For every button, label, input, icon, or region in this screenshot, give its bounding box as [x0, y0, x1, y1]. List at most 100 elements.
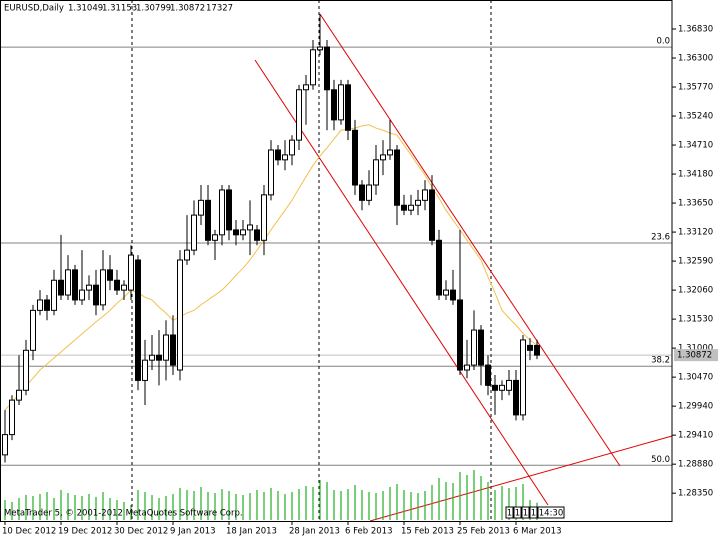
timer-text: 1: [515, 509, 520, 519]
candle-layer: [2, 14, 540, 463]
candle-body: [303, 84, 309, 91]
candle-body: [422, 189, 428, 201]
candle-body: [2, 434, 8, 456]
candle-body: [513, 379, 519, 416]
candle-body: [58, 279, 64, 296]
channel-line: [254, 59, 549, 506]
current-price-label: 1.30872: [677, 351, 712, 361]
candle-body: [534, 344, 540, 356]
header-high: 1.31153: [102, 4, 137, 14]
candle-body: [44, 299, 50, 311]
x-tick-label: 19 Dec 2012: [58, 527, 112, 537]
candle-body: [107, 269, 113, 281]
current-price-box: [674, 349, 718, 362]
candle-body: [226, 189, 232, 231]
candle-body: [9, 399, 15, 436]
candle-body: [247, 224, 253, 231]
candle-body: [366, 184, 372, 201]
y-tick-label: 1.34180: [678, 170, 713, 180]
y-tick-label: 1.34710: [678, 141, 713, 151]
candle-body: [100, 269, 106, 306]
timer-text: 1: [523, 509, 528, 519]
timer-box: [513, 506, 522, 519]
candle-body: [163, 334, 169, 361]
fibo-label: 38.2: [651, 356, 670, 366]
candle-body: [51, 279, 57, 311]
ma-layer: [4, 124, 538, 411]
x-tick-label: 30 Dec 2012: [114, 527, 168, 537]
y-tick-label: 1.28880: [678, 460, 713, 470]
x-tick-label: 9 Jan 2013: [170, 527, 216, 537]
candle-body: [142, 359, 148, 381]
y-tick-label: 1.32060: [678, 286, 713, 296]
candle-body: [184, 249, 190, 261]
candle-body: [23, 349, 29, 391]
candle-body: [310, 49, 316, 86]
candle-body: [177, 259, 183, 371]
candle-body: [415, 199, 421, 206]
channel-line: [319, 13, 621, 467]
y-tick-label: 1.31000: [678, 344, 713, 354]
candle-body: [254, 229, 260, 241]
timer-text: 14:30: [539, 509, 564, 519]
candle-body: [240, 229, 246, 236]
candle-body: [317, 46, 323, 51]
timer-text: 1: [507, 509, 512, 519]
candle-body: [527, 344, 533, 351]
candle-body: [233, 229, 239, 236]
candle-body: [282, 154, 288, 161]
candle-body: [219, 189, 225, 236]
candle-body: [499, 384, 505, 391]
y-tick-label: 1.33120: [678, 228, 713, 238]
time-axis: 10 Dec 2012 19 Dec 2012 30 Dec 2012 9 Jan 2…: [2, 522, 561, 537]
y-tick-label: 1.31530: [678, 315, 713, 325]
candle-body: [268, 149, 274, 196]
price-axis: 1.36830 1.36300 1.35770 1.35240 1.34710 1.341…: [672, 25, 718, 499]
x-tick-label: 25 Feb 2013: [457, 527, 510, 537]
candle-body: [205, 199, 211, 241]
candle-body: [121, 284, 127, 291]
candle-body: [436, 239, 442, 296]
candle-body: [485, 364, 491, 386]
candle-body: [324, 46, 330, 91]
candle-body: [492, 384, 498, 391]
fibo-layer: 0.0 23.6 38.2 50.0: [0, 37, 672, 466]
header-close: 1.30872: [170, 4, 205, 14]
candle-body: [352, 129, 358, 186]
candle-body: [387, 149, 393, 156]
candle-body: [296, 89, 302, 141]
x-tick-label: 6 Feb 2013: [345, 527, 393, 537]
y-tick-label: 1.36300: [678, 54, 713, 64]
candle-body: [457, 299, 463, 371]
fibo-label: 23.6: [651, 233, 670, 243]
y-tick-label: 1.35240: [678, 112, 713, 122]
candle-body: [373, 159, 379, 186]
x-tick-label: 28 Jan 2013: [289, 527, 340, 537]
candle-body: [275, 149, 281, 161]
y-tick-label: 1.28350: [678, 489, 713, 499]
copyright: MetaTrader 5, © 2001-2012 MetaQuotes Sof…: [4, 509, 243, 519]
fibo-label: 50.0: [651, 455, 670, 465]
candle-body: [401, 204, 407, 211]
y-tick-label: 1.35770: [678, 83, 713, 93]
candle-body: [338, 84, 344, 121]
candle-body: [114, 279, 120, 291]
y-tick-label: 1.30470: [678, 373, 713, 383]
candle-body: [331, 89, 337, 121]
timer-box: [537, 506, 565, 519]
header-low: 1.30799: [136, 4, 171, 14]
x-tick-label: 18 Jan 2013: [226, 527, 277, 537]
candle-body: [212, 234, 218, 241]
candle-body: [443, 289, 449, 296]
timer-box: [529, 506, 538, 519]
candle-body: [471, 329, 477, 366]
candle-body: [289, 139, 295, 156]
candle-body: [16, 389, 22, 401]
y-tick-label: 1.32590: [678, 257, 713, 267]
fibo-label: 0.0: [656, 37, 670, 47]
candle-body: [408, 204, 414, 211]
header: EURUSD,Daily 1.31049 1.31153 1.30799 1.3…: [4, 4, 233, 14]
candle-body: [429, 189, 435, 241]
timer-box: [505, 506, 514, 519]
candle-body: [170, 334, 176, 366]
